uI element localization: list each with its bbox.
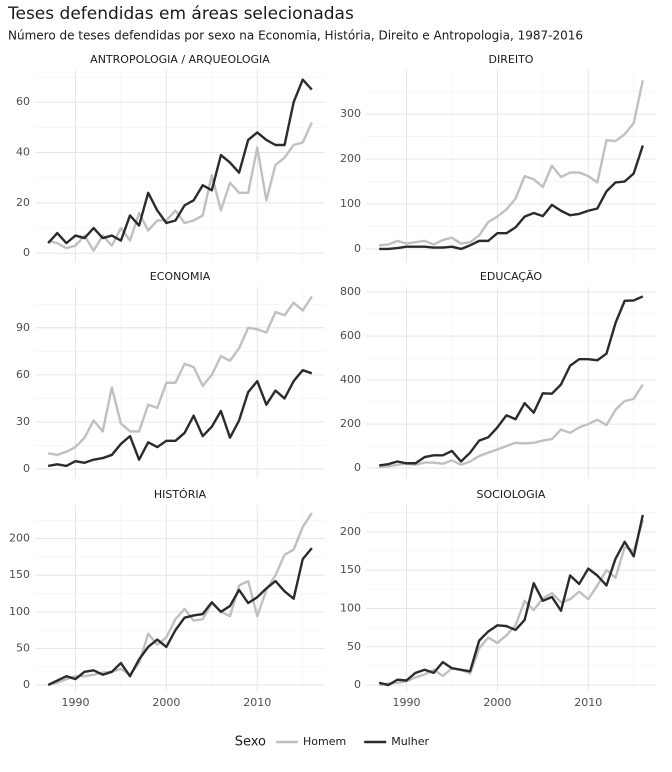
y-tick-label: 40 — [16, 146, 30, 159]
y-tick-label: 60 — [16, 95, 30, 108]
chart-subtitle: Número de teses defendidas por sexo na E… — [8, 29, 583, 43]
y-tick-label: 0 — [354, 461, 361, 474]
series-line — [47, 295, 313, 457]
chart-title: Teses defendidas em áreas selecionadas — [7, 4, 354, 24]
y-tick-label: 0 — [354, 678, 361, 691]
y-tick-label: 150 — [340, 563, 361, 576]
strip-label: ECONOMIA — [150, 270, 211, 283]
y-tick-label: 100 — [340, 197, 361, 210]
y-tick-label: 100 — [9, 605, 30, 618]
series-line — [379, 145, 644, 251]
x-tick-label: 2010 — [574, 696, 602, 709]
series-line — [378, 519, 644, 687]
strip-label: HISTÓRIA — [154, 488, 207, 501]
strip-label: DIREITO — [489, 53, 534, 66]
strip-label: EDUCAÇÃO — [480, 270, 542, 283]
y-tick-label: 0 — [23, 462, 30, 475]
x-tick-label: 2000 — [483, 696, 511, 709]
y-tick-label: 30 — [16, 415, 30, 428]
x-tick-label: 1990 — [392, 696, 420, 709]
y-tick-label: 800 — [340, 285, 361, 298]
strip-label: ANTROPOLOGIA / ARQUEOLOGIA — [90, 53, 270, 66]
y-tick-label: 200 — [340, 417, 361, 430]
series-line — [379, 295, 644, 467]
y-tick-label: 100 — [340, 601, 361, 614]
y-tick-label: 150 — [9, 568, 30, 581]
y-tick-label: 0 — [23, 246, 30, 259]
y-tick-label: 90 — [16, 321, 30, 334]
x-tick-label: 1990 — [61, 696, 89, 709]
y-tick-label: 20 — [16, 196, 30, 209]
legend-label: Mulher — [391, 735, 429, 748]
y-tick-label: 60 — [16, 368, 30, 381]
series-line — [47, 78, 313, 245]
series-line — [379, 80, 644, 247]
y-tick-label: 0 — [354, 242, 361, 255]
legend-title: Sexo — [235, 735, 266, 750]
series-line — [378, 514, 644, 687]
y-tick-label: 300 — [340, 107, 361, 120]
x-tick-label: 2010 — [243, 696, 271, 709]
legend-label: Homem — [303, 735, 346, 748]
y-tick-label: 50 — [16, 641, 30, 654]
y-tick-label: 50 — [347, 640, 361, 653]
series-line — [379, 383, 644, 469]
series-line — [47, 121, 313, 252]
series-line — [47, 368, 313, 468]
y-tick-label: 200 — [340, 152, 361, 165]
y-tick-label: 400 — [340, 373, 361, 386]
y-tick-label: 200 — [340, 525, 361, 538]
y-tick-label: 200 — [9, 532, 30, 545]
series-line — [47, 547, 313, 687]
y-tick-label: 600 — [340, 329, 361, 342]
strip-label: SOCIOLOGIA — [477, 488, 546, 501]
x-tick-label: 2000 — [152, 696, 180, 709]
y-tick-label: 0 — [23, 678, 30, 691]
